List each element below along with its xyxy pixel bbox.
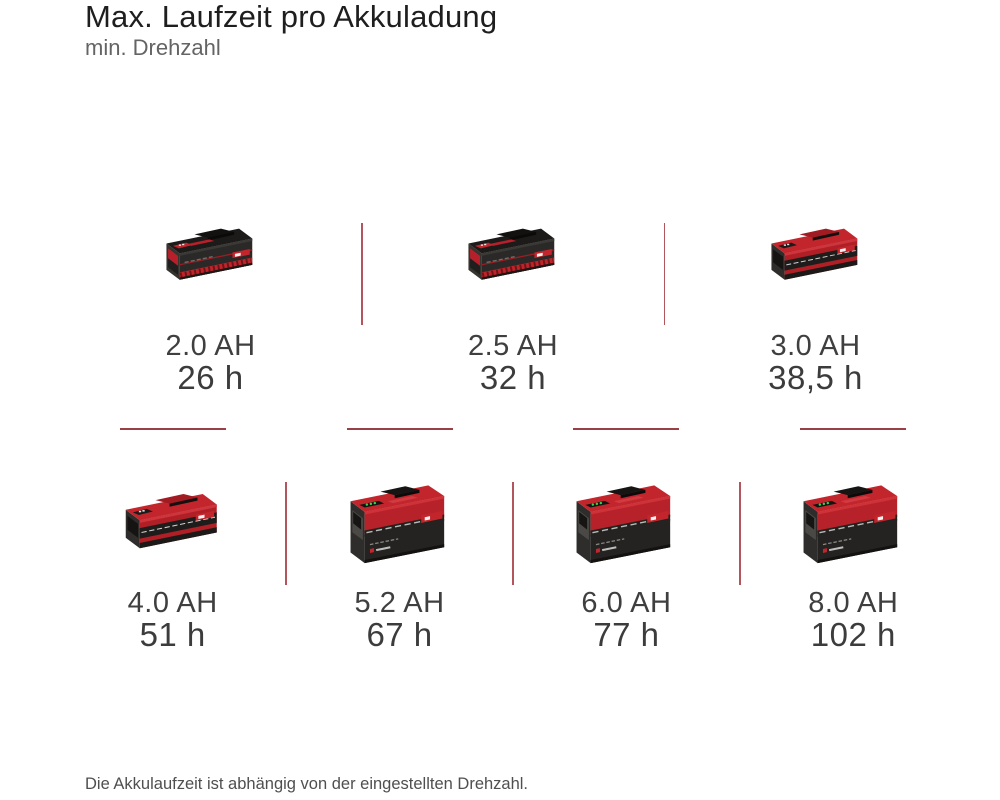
vertical-divider — [361, 223, 363, 325]
vertical-divider — [285, 482, 287, 585]
page-subtitle: min. Drehzahl — [85, 35, 221, 60]
battery-capacity-label: 2.0 AH — [165, 330, 256, 362]
battery-runtime-label: 26 h — [177, 359, 244, 396]
vertical-divider — [739, 482, 741, 585]
battery-image-wrapper — [120, 470, 226, 574]
battery-image-4-0ah — [120, 487, 226, 557]
battery-runtime-label: 102 h — [810, 616, 896, 653]
horizontal-divider — [799, 428, 906, 430]
battery-runtime-label: 51 h — [139, 616, 206, 653]
battery-cell-2-5ah: 2.5 AH 32 h — [363, 210, 664, 395]
battery-row-top: 2.0 AH 26 h 2.5 AH 32 h 3.0 AH 38,5 h — [60, 210, 966, 395]
battery-image-8-0ah — [800, 480, 906, 565]
battery-image-wrapper — [800, 470, 906, 574]
battery-runtime-label: 77 h — [593, 616, 660, 653]
vertical-divider — [663, 223, 665, 325]
battery-cell-2-0ah: 2.0 AH 26 h — [60, 210, 361, 395]
vertical-divider — [512, 482, 514, 585]
battery-image-2-0ah — [161, 222, 261, 288]
battery-cell-8-0ah: 8.0 AH 102 h — [741, 470, 966, 652]
battery-capacity-label: 2.5 AH — [467, 330, 559, 362]
battery-cell-6-0ah: 6.0 AH 77 h — [514, 470, 739, 652]
battery-image-3-0ah — [766, 222, 866, 288]
battery-image-5-2ah — [347, 480, 453, 565]
separator-cell — [60, 428, 287, 430]
battery-runtime-label: 38,5 h — [768, 359, 863, 396]
page-title: Max. Laufzeit pro Akkuladung — [85, 0, 498, 34]
horizontal-divider — [346, 428, 453, 430]
battery-runtime-label: 32 h — [479, 359, 547, 396]
battery-image-wrapper — [347, 470, 453, 574]
battery-image-2-5ah — [463, 222, 563, 288]
battery-capacity-label: 6.0 AH — [581, 587, 672, 619]
battery-row-bottom: 4.0 AH 51 h 5.2 AH 67 h 6.0 AH 77 h 8.0 … — [60, 470, 966, 652]
battery-cell-3-0ah: 3.0 AH 38,5 h — [665, 210, 966, 395]
disclaimer-note: Die Akkulaufzeit ist abhängig von der ei… — [85, 775, 529, 793]
row-separator — [60, 428, 966, 430]
horizontal-divider — [573, 428, 680, 430]
battery-image-6-0ah — [573, 480, 679, 565]
battery-capacity-label: 4.0 AH — [127, 587, 218, 619]
separator-cell — [287, 428, 514, 430]
battery-cell-5-2ah: 5.2 AH 67 h — [287, 470, 512, 652]
battery-capacity-label: 3.0 AH — [770, 330, 861, 362]
battery-image-wrapper — [573, 470, 679, 574]
horizontal-divider — [120, 428, 227, 430]
separator-cell — [740, 428, 967, 430]
battery-cell-4-0ah: 4.0 AH 51 h — [60, 470, 285, 652]
battery-runtime-label: 67 h — [366, 616, 433, 653]
separator-cell — [513, 428, 740, 430]
battery-capacity-label: 8.0 AH — [808, 587, 899, 619]
battery-capacity-label: 5.2 AH — [354, 587, 445, 619]
